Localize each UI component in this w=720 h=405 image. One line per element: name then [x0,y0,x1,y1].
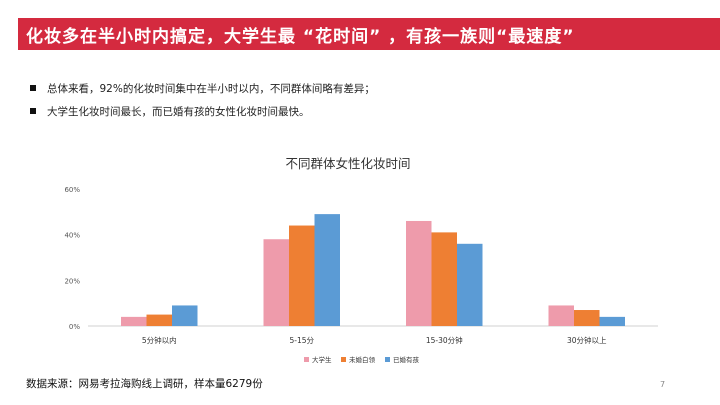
bar-未婚白领 [146,314,172,326]
y-tick-label: 20% [64,277,80,285]
legend-swatch [304,357,309,362]
chart-title: 不同群体女性化妆时间 [285,156,410,171]
y-tick-label: 40% [64,232,80,240]
legend-label: 大学生 [312,355,332,364]
data-source-note: 数据来源：网易考拉海购线上调研，样本量6279份 [26,378,263,390]
bullet-text: 大学生化妆时间最长，而已婚有孩的女性化妆时间最快。 [47,105,310,118]
y-tick-label: 0% [69,323,80,331]
legend-label: 未婚白领 [349,355,376,364]
page-number: 7 [660,380,666,389]
bar-大学生 [121,316,147,326]
slide-title-bar: 化妆多在半小时内搞定，大学生最 “花时间” ，有孩一族则“最速度” [18,18,720,50]
bullet-square-icon [30,85,36,91]
bullet-list: 总体来看，92%的化妆时间集中在半小时以内，不同群体间略有差异； 大学生化妆时间… [30,80,375,126]
bar-大学生 [548,305,574,326]
bullet-text: 总体来看，92%的化妆时间集中在半小时以内，不同群体间略有差异； [47,82,375,95]
bar-已婚有孩 [599,316,625,326]
bar-未婚白领 [574,310,600,326]
bar-已婚有孩 [172,305,198,326]
x-tick-label: 5分钟以内 [142,335,177,345]
x-tick-label: 15-30分钟 [426,335,463,345]
y-tick-label: 60% [64,186,80,194]
bar-大学生 [263,239,289,326]
legend-swatch [341,357,346,362]
bullet-square-icon [30,108,36,114]
legend-label: 已婚有孩 [393,355,420,364]
bar-未婚白领 [289,225,315,326]
bar-已婚有孩 [314,214,340,326]
bullet-item: 大学生化妆时间最长，而已婚有孩的女性化妆时间最快。 [30,103,375,119]
bar-大学生 [406,220,432,326]
legend-swatch [385,357,390,362]
x-tick-label: 30分钟以上 [567,335,607,345]
x-tick-label: 5-15分 [289,336,314,345]
bar-已婚有孩 [457,243,483,326]
slide-title: 化妆多在半小时内搞定，大学生最 “花时间” ，有孩一族则“最速度” [26,26,575,47]
bullet-item: 总体来看，92%的化妆时间集中在半小时以内，不同群体间略有差异； [30,80,375,96]
bar-未婚白领 [431,232,457,326]
